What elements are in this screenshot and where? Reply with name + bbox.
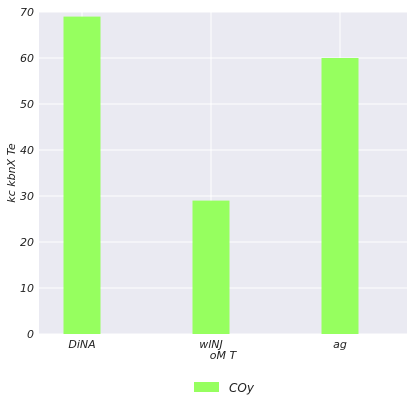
y-tick-label: 40 [20,144,34,157]
x-tick-label: DiNA [68,338,95,351]
y-axis-label: kc kbnX Te [5,143,18,203]
y-tick-labels: 0 10 20 30 40 50 60 70 [20,6,34,341]
y-tick-label: 30 [20,190,34,203]
legend-label: COy [229,381,255,395]
x-tick-labels: DiNA wlNJ ag [68,338,347,351]
y-tick-label: 20 [20,236,34,249]
y-tick-label: 50 [20,98,34,111]
x-tick-label: ag [333,338,347,351]
y-tick-label: 70 [20,6,34,19]
x-tick-label: wlNJ [199,338,223,351]
y-tick-label: 60 [20,52,34,65]
x-axis-label: oM T [210,349,238,362]
bar-wlNJ [192,200,230,334]
y-tick-label: 0 [27,328,34,341]
bars [63,16,359,334]
y-tick-label: 10 [20,282,34,295]
legend: COy [194,381,255,395]
legend-swatch [194,382,219,392]
bar-ag [321,58,359,334]
bar-DiNA [63,16,101,334]
